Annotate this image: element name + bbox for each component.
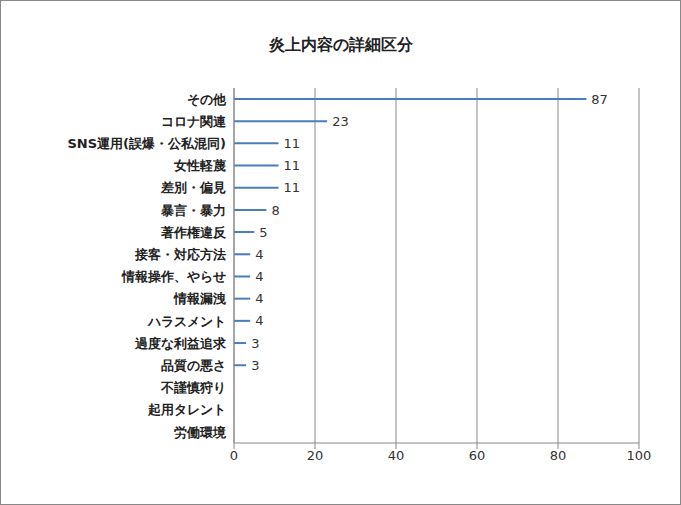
svg-text:11: 11	[284, 136, 301, 151]
svg-text:情報操作、やらせ: 情報操作、やらせ	[121, 269, 226, 284]
svg-text:情報漏洩: 情報漏洩	[173, 291, 226, 306]
svg-text:4: 4	[255, 269, 263, 284]
svg-text:接客・対応方法: 接客・対応方法	[134, 247, 226, 262]
svg-text:0: 0	[230, 448, 238, 463]
svg-text:4: 4	[255, 291, 263, 306]
svg-text:11: 11	[284, 180, 301, 195]
svg-text:3: 3	[251, 358, 259, 373]
svg-text:暴言・暴力: 暴言・暴力	[160, 203, 226, 218]
svg-text:3: 3	[251, 336, 259, 351]
svg-text:ハラスメント: ハラスメント	[147, 314, 226, 329]
svg-text:11: 11	[284, 158, 301, 173]
svg-text:著作権違反: 著作権違反	[160, 225, 227, 240]
svg-text:過度な利益追求: 過度な利益追求	[134, 336, 227, 351]
svg-text:87: 87	[591, 92, 608, 107]
svg-text:40: 40	[388, 448, 405, 463]
svg-text:5: 5	[259, 225, 267, 240]
html-text:炎上内容の詳細区分: 炎上内容の詳細区分	[268, 35, 413, 54]
svg-text:80: 80	[550, 448, 567, 463]
svg-text:4: 4	[255, 247, 263, 262]
svg-text:女性軽蔑: 女性軽蔑	[173, 158, 226, 173]
svg-text:品質の悪さ: 品質の悪さ	[161, 358, 226, 373]
svg-text:労働環境: 労働環境	[174, 425, 227, 440]
svg-text:起用タレント: 起用タレント	[147, 402, 226, 417]
svg-text:8: 8	[271, 203, 279, 218]
svg-text:4: 4	[255, 313, 263, 328]
svg-text:コロナ関連: コロナ関連	[161, 114, 227, 129]
svg-text:100: 100	[627, 448, 652, 463]
svg-text:20: 20	[307, 448, 324, 463]
svg-text:不謹慎狩り: 不謹慎狩り	[160, 380, 226, 395]
svg-text:23: 23	[332, 114, 349, 129]
svg-text:その他: その他	[187, 92, 227, 107]
svg-text:SNS運用(誤爆・公私混同): SNS運用(誤爆・公私混同)	[68, 136, 227, 151]
svg-text:60: 60	[469, 448, 486, 463]
svg-text:差別・偏見: 差別・偏見	[160, 180, 226, 195]
